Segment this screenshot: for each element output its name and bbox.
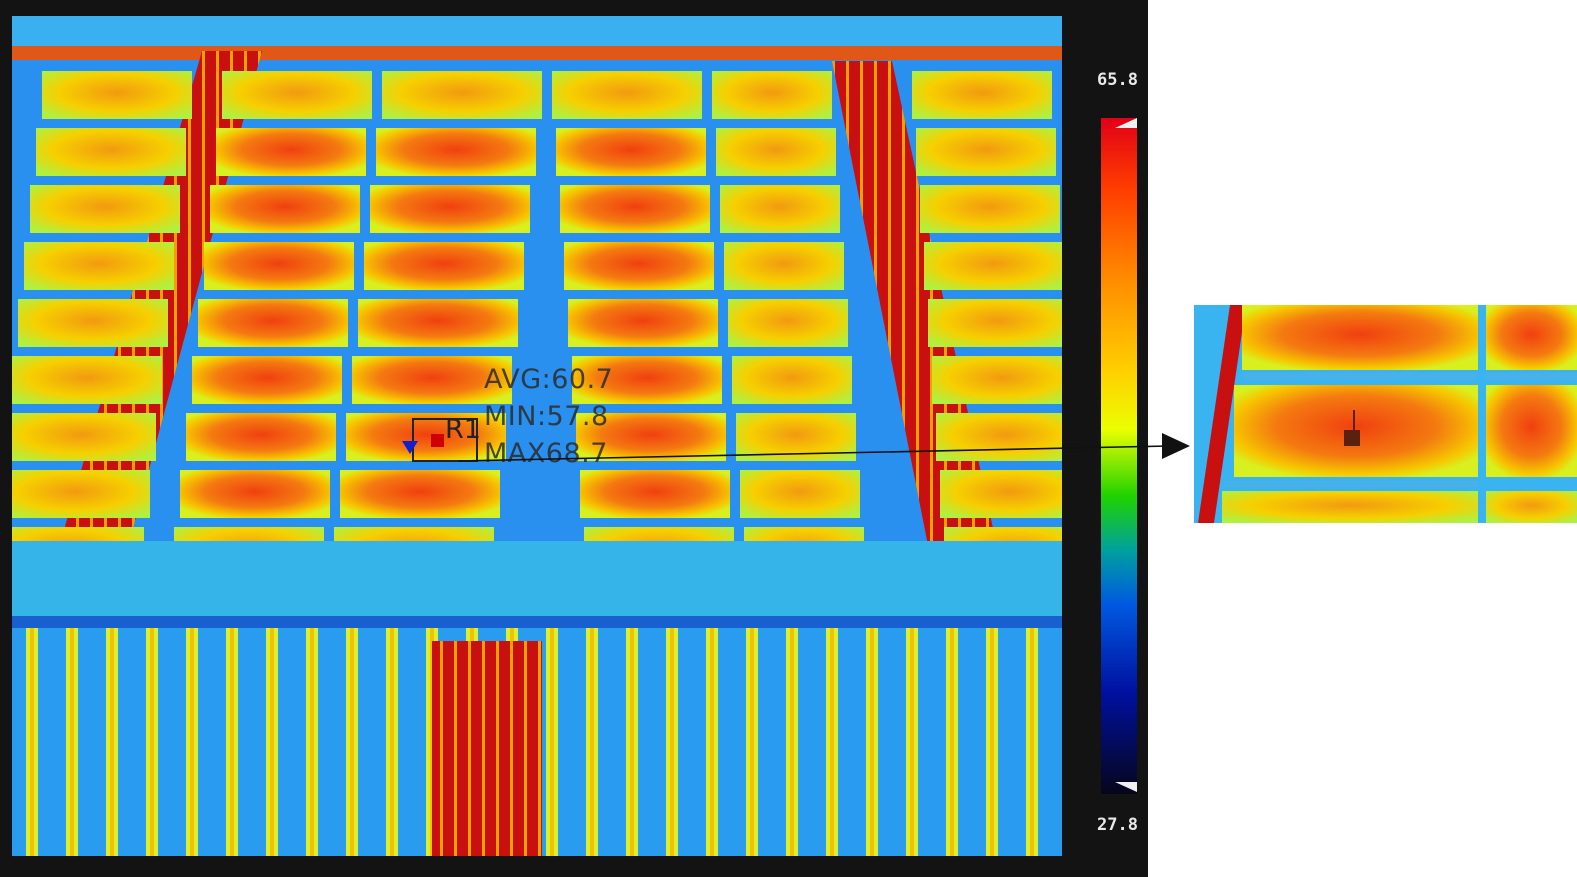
solar-panel-cell [186, 413, 336, 461]
solar-panel-cell [30, 185, 180, 233]
solar-panel-cell [340, 470, 500, 518]
solar-panel-cell [18, 299, 168, 347]
solar-panel-cell [724, 242, 844, 290]
solar-panel-cell [572, 356, 722, 404]
solar-panel-cell [916, 128, 1056, 176]
min-temp-marker-icon [402, 441, 418, 454]
solar-panel-cell [352, 356, 512, 404]
solar-panel-cell [12, 470, 150, 518]
solar-panel-cell [924, 242, 1062, 290]
solar-panel-cell [376, 128, 536, 176]
solar-panel-cell [42, 71, 192, 119]
zoom-inset-image [1194, 305, 1577, 523]
solar-panel-cell [358, 299, 518, 347]
solar-panel-cell [382, 71, 542, 119]
solar-panel-cell [928, 299, 1062, 347]
solar-panel-cell [24, 242, 174, 290]
solar-panel-cell [564, 242, 714, 290]
scale-top-marker [1115, 118, 1137, 128]
solar-panel-cell [740, 470, 860, 518]
solar-panel-cell [556, 128, 706, 176]
solar-panel-cell [36, 128, 186, 176]
solar-panel-cell [580, 470, 730, 518]
solar-panel-cell [568, 299, 718, 347]
solar-panel-cell [198, 299, 348, 347]
thermal-image [12, 16, 1062, 856]
solar-panel-cell [204, 242, 354, 290]
solar-panel-cell [370, 185, 530, 233]
avg-temp-readout: AVG:60.7 [484, 364, 614, 395]
scale-min-label: 27.8 [1097, 815, 1138, 835]
solar-panel-cell [732, 356, 852, 404]
solar-panel-cell [728, 299, 848, 347]
min-temp-readout: MIN:57.8 [484, 401, 609, 432]
solar-panel-cell [180, 470, 330, 518]
solar-panel-cell [12, 413, 156, 461]
solar-panel-cell [560, 185, 710, 233]
scale-max-label: 65.8 [1097, 70, 1138, 90]
roi-label: R1 [445, 414, 481, 445]
solar-panel-cell [912, 71, 1052, 119]
solar-panel-cell [192, 356, 342, 404]
solar-panel-cell [736, 413, 856, 461]
solar-panel-cell [712, 71, 832, 119]
solar-panel-cell [932, 356, 1062, 404]
solar-panel-cell [210, 185, 360, 233]
solar-panel-cell [12, 356, 162, 404]
solar-panel-cell [920, 185, 1060, 233]
scale-bottom-marker [1115, 782, 1137, 792]
solar-panel-cell [222, 71, 372, 119]
max-temp-readout: MAX68.7 [484, 438, 608, 469]
solar-panel-cell [216, 128, 366, 176]
solar-panel-cell [552, 71, 702, 119]
solar-panel-cell [936, 413, 1062, 461]
solar-panel-cell [720, 185, 840, 233]
color-scale-bar [1101, 118, 1137, 794]
solar-panel-cell [364, 242, 524, 290]
solar-panel-cell [716, 128, 836, 176]
solar-panel-cell [940, 470, 1062, 518]
max-temp-marker [431, 434, 444, 447]
roi-box [412, 418, 478, 462]
